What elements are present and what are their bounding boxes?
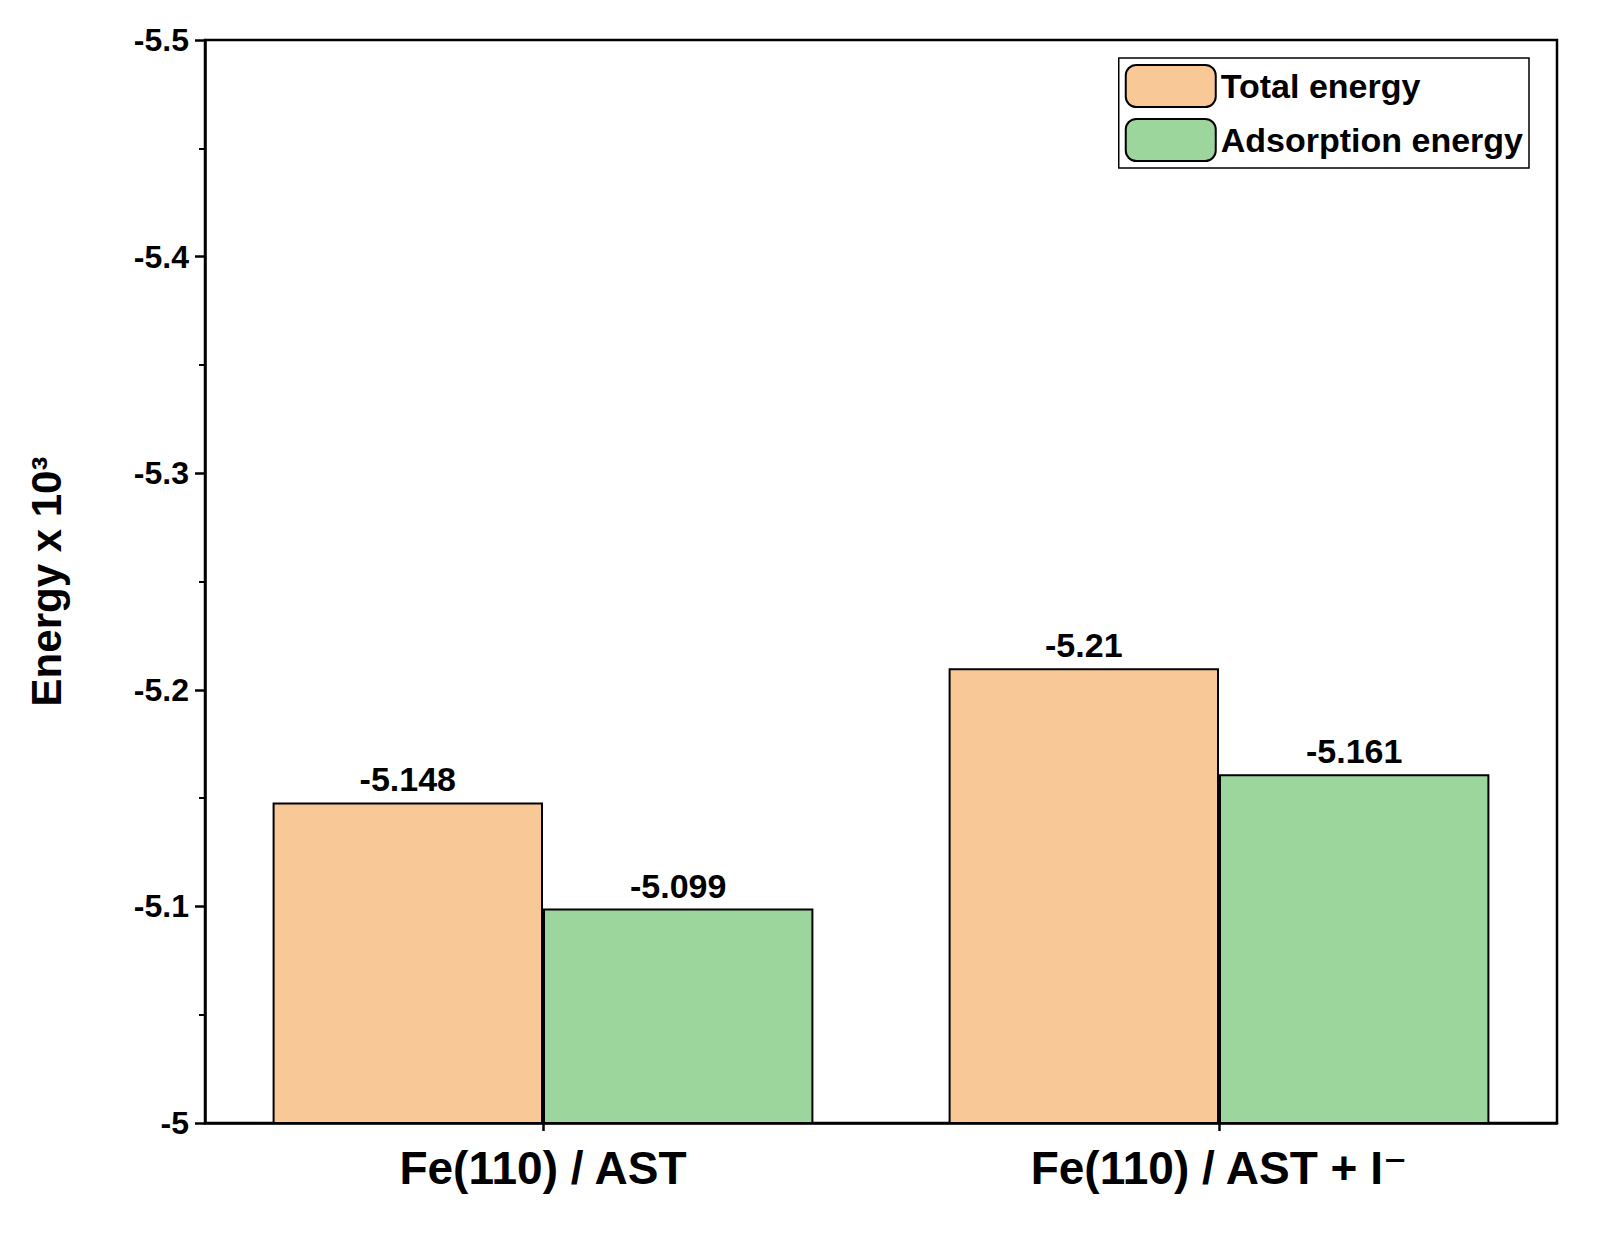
svg-text:Energy x 10³: Energy x 10³ [23, 457, 70, 707]
svg-text:-5.5: -5.5 [134, 22, 189, 58]
svg-text:-5.21: -5.21 [1045, 626, 1123, 664]
svg-text:Adsorption energy: Adsorption energy [1221, 121, 1523, 159]
svg-text:-5.099: -5.099 [630, 867, 726, 905]
svg-text:-5.1: -5.1 [134, 888, 189, 924]
svg-text:-5: -5 [161, 1105, 189, 1141]
svg-text:-5.4: -5.4 [134, 239, 189, 275]
svg-text:-5.2: -5.2 [134, 672, 189, 708]
svg-text:Total energy: Total energy [1221, 67, 1421, 105]
svg-text:Fe(110) / AST: Fe(110) / AST [399, 1142, 686, 1194]
svg-text:-5.3: -5.3 [134, 455, 189, 491]
svg-text:-5.161: -5.161 [1306, 732, 1402, 770]
svg-text:Fe(110) / AST + I⁻: Fe(110) / AST + I⁻ [1031, 1142, 1408, 1194]
svg-text:-5.148: -5.148 [360, 760, 456, 798]
